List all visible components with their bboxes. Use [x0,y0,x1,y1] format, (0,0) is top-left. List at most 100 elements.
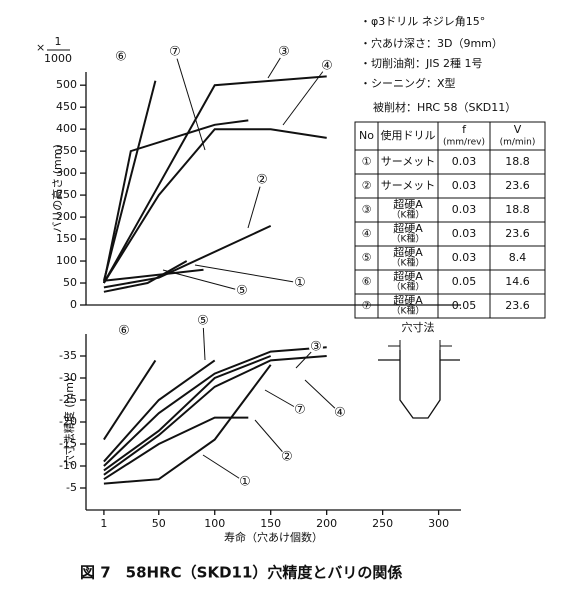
series-line [103,359,216,463]
series-label: ① [239,475,251,490]
series-label-circle [117,324,131,338]
note: ・φ3ドリル ネジレ角15° [360,15,485,28]
series-label-circle [255,173,269,187]
series-line [103,355,272,472]
table-cell: ① [362,155,372,168]
table-cell: 0.05 [452,275,477,288]
y-tick-label: -5 [66,481,77,494]
y-tick-label: -15 [59,437,77,450]
table-cell: 8.4 [509,251,527,264]
series-line [103,268,204,282]
x-tick-label: 100 [204,517,225,530]
table-cell: ⑥ [362,275,372,288]
series-label: ⑦ [169,45,181,60]
unit-denominator: 1000 [44,52,72,65]
leader-line [194,264,301,284]
x-axis-label: 寿命（穴あけ個数） [224,530,323,544]
hole-diagram: 穴寸法 [378,320,460,419]
x-tick-label: 250 [372,517,393,530]
series-line [103,75,327,284]
table-cell: ③ [362,203,372,216]
hole-shape [378,350,460,419]
table-cell: 超硬A [393,197,423,211]
series-label-circle [293,403,307,417]
note: ・シーニング：X型 [360,76,456,90]
y-tick-label: 300 [56,166,77,179]
table-cell: 超硬A [393,293,423,307]
series-label: ① [294,276,306,291]
y-tick-label: -25 [59,393,77,406]
y-axis-label: バリの高さ (mm) [50,144,64,233]
table-cell: （K種） [392,258,425,269]
dimension-line [388,340,452,352]
x-tick-label: 200 [316,517,337,530]
series-line [103,128,327,284]
y-tick-label: 350 [56,144,77,157]
unit-numerator: 1 [55,35,62,48]
table-cell: （K種） [392,234,425,245]
table-cell: 0.03 [452,227,477,240]
table-cell: 14.6 [505,275,530,288]
note: ・穴あけ深さ：3D（9mm） [360,36,503,50]
y-tick-label: 150 [56,232,77,245]
diagram-label: 穴寸法 [402,320,435,334]
y-tick-label: -10 [59,459,77,472]
leader-line [304,379,341,414]
series-label: ⑤ [197,314,209,329]
series-label: ③ [278,45,290,60]
series-label-circle [280,450,294,464]
y-tick-label: 50 [63,276,77,289]
y-tick-label: 500 [56,78,77,91]
table-border [354,121,546,319]
table-cell: 使用ドリル [381,129,436,142]
leader-line [162,269,243,292]
series-label-circle [293,276,307,290]
table-cell: 0.03 [452,155,477,168]
table-cell: 0.03 [452,179,477,192]
series-label: ⑥ [118,324,130,339]
table: No 使用ドリル f (mm/rev) V (m/min) ① サーメット 0.03 18.8 ② サ… [354,121,546,319]
y-axis-label: 穴寸法精度 (mm) [62,378,76,467]
table-cell: 0.03 [452,203,477,216]
unit-prefix: × [36,41,45,54]
table-cell: No [359,129,374,142]
series-label-circle [320,59,334,73]
table-cell: 23.6 [505,227,530,240]
series-line [103,346,327,467]
series-line [103,355,327,476]
leader-line [254,419,288,458]
series-line [102,80,157,282]
y-tick-label: 200 [56,210,77,223]
y-tick-label: -20 [59,415,77,428]
table-cell: 0.05 [452,299,477,312]
series-label-circle [309,340,323,354]
y-tick-label: -35 [59,349,77,362]
y-tick-label: 100 [56,254,77,267]
series-label: ② [281,450,293,465]
y-tick-label: -30 [59,371,77,384]
table-cell: (mm/rev) [443,138,485,148]
series-label-circle [168,45,182,59]
series-label-circle [196,314,210,328]
x-tick-label: 1 [100,517,107,530]
series-label-circle [277,45,291,59]
table-cell: f [462,123,467,136]
table-cell: サーメット [381,179,436,192]
note: ・切削油剤：JIS 2種 1号 [360,56,482,70]
table-cell: （K種） [392,282,425,293]
table-cell: V [514,123,522,136]
table-cell: 18.8 [505,203,530,216]
series-line [103,260,188,293]
series-label-circle [333,406,347,420]
series-label: ③ [310,340,322,355]
table-cell: 超硬A [393,245,423,259]
series-line [103,364,272,485]
table-cell: ⑤ [362,251,372,264]
y-tick-label: 250 [56,188,77,201]
y-tick-label: 450 [56,100,77,113]
table-cell: 超硬A [393,269,423,283]
x-tick-label: 150 [260,517,281,530]
y-tick-label: 0 [70,298,77,311]
table-cell: 23.6 [505,179,530,192]
